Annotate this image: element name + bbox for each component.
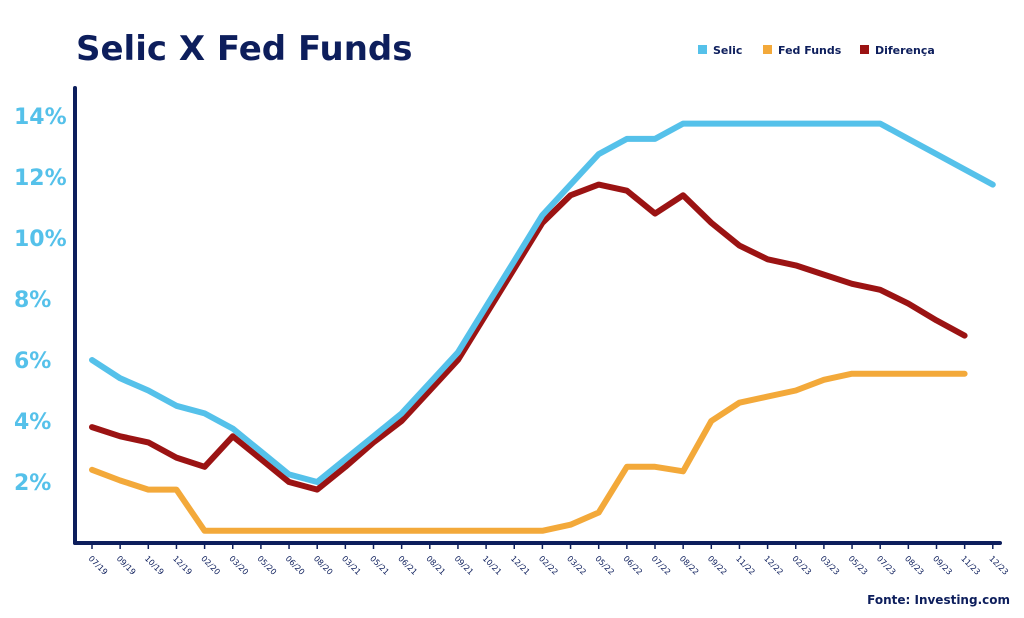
legend-label: Fed Funds — [778, 44, 842, 57]
x-tick-label: 05/22 — [593, 554, 616, 577]
legend: Selic Fed Funds Diferença — [698, 44, 935, 57]
y-tick-label: 10% — [14, 227, 67, 252]
series-line-diferen-a — [89, 181, 968, 493]
series-line-fed-funds — [89, 370, 968, 534]
x-tick-label: 07/19 — [87, 554, 110, 577]
x-tick-label: 03/20 — [227, 554, 250, 577]
x-tick-label: 05/23 — [847, 554, 870, 577]
x-tick-label: 11/23 — [959, 554, 982, 577]
x-tick-label: 05/21 — [368, 554, 391, 577]
x-tick-label: 02/20 — [199, 554, 222, 577]
series-line-selic — [89, 120, 996, 485]
x-tick-label: 12/21 — [509, 554, 532, 577]
x-tick-label: 07/22 — [650, 554, 673, 577]
x-tick-label: 09/21 — [453, 554, 476, 577]
legend-swatch — [698, 45, 707, 54]
y-axis-ticks: 2% 4% 6% 8% 10% 12% 14% — [14, 105, 67, 496]
x-tick-label: 05/20 — [255, 554, 278, 577]
x-tick-label: 06/21 — [396, 554, 419, 577]
x-tick-label: 07/23 — [875, 554, 898, 577]
x-tick-label: 02/22 — [537, 554, 560, 577]
x-tick-label: 12/19 — [171, 554, 194, 577]
x-tick-label: 08/23 — [903, 554, 926, 577]
x-tick-label: 03/22 — [565, 554, 588, 577]
x-axis-ticks: 07/19 09/19 10/19 12/19 02/20 03/20 05/20 06/20… — [87, 543, 1010, 577]
x-tick-label: 02/23 — [790, 554, 813, 577]
x-tick-label: 06/22 — [621, 554, 644, 577]
x-tick-label: 12/22 — [762, 554, 785, 577]
x-tick-label: 12/23 — [987, 554, 1010, 577]
source-note: Fonte: Investing.com — [867, 593, 1010, 607]
legend-label: Diferença — [875, 44, 935, 57]
x-tick-label: 09/23 — [931, 554, 954, 577]
y-tick-label: 6% — [14, 349, 51, 374]
x-tick-label: 09/22 — [706, 554, 729, 577]
legend-swatch — [763, 45, 772, 54]
chart-title: Selic X Fed Funds — [76, 29, 413, 69]
series-lines — [89, 120, 996, 534]
legend-swatch — [860, 45, 869, 54]
y-tick-label: 4% — [14, 410, 51, 435]
x-tick-label: 03/23 — [818, 554, 841, 577]
x-tick-label: 08/22 — [678, 554, 701, 577]
y-tick-label: 12% — [14, 166, 67, 191]
x-tick-label: 10/21 — [481, 554, 504, 577]
x-tick-label: 08/20 — [312, 554, 335, 577]
x-tick-label: 06/20 — [284, 554, 307, 577]
x-tick-label: 10/19 — [143, 554, 166, 577]
x-tick-label: 11/22 — [734, 554, 757, 577]
x-tick-label: 03/21 — [340, 554, 363, 577]
legend-label: Selic — [713, 44, 742, 57]
axes — [73, 86, 1002, 545]
y-tick-label: 14% — [14, 105, 67, 130]
x-tick-label: 08/21 — [424, 554, 447, 577]
y-tick-label: 8% — [14, 288, 51, 313]
x-tick-label: 09/19 — [115, 554, 138, 577]
y-tick-label: 2% — [14, 471, 51, 496]
